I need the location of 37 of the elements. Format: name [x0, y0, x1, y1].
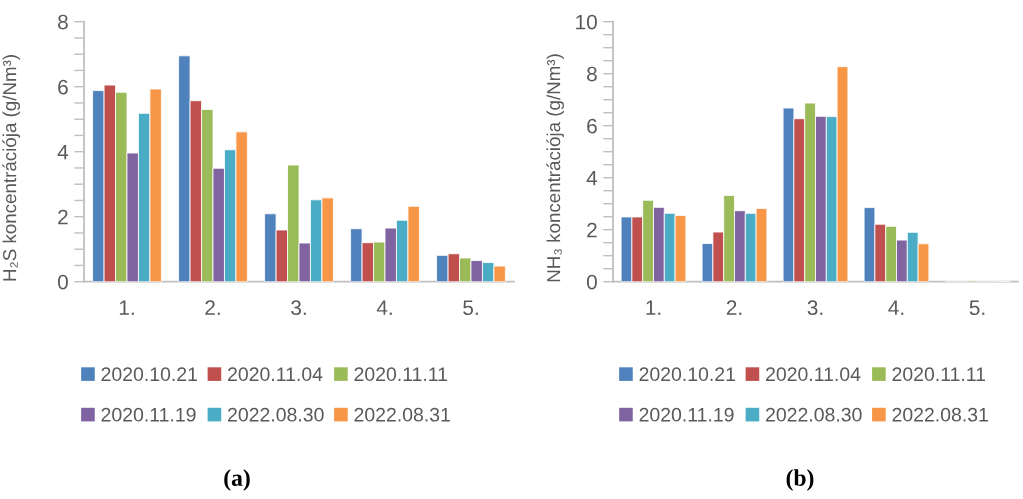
y-tick-label: 2: [587, 222, 597, 238]
legend-label: 2020.11.19: [639, 407, 734, 422]
x-tick-label: 5.: [463, 300, 478, 316]
y-tick-label: 4: [57, 144, 69, 160]
x-tick-label: 2.: [726, 300, 742, 315]
y-tick-label: 8: [58, 14, 68, 30]
x-tick-label: 2.: [205, 300, 220, 315]
legend-label: 2020.10.21: [639, 367, 735, 382]
legend-label: 2020.10.21: [101, 367, 197, 382]
x-tick-label: 1.: [119, 300, 134, 315]
legend-label: 2020.11.11: [892, 367, 986, 382]
legend-label: 2020.11.04: [228, 367, 323, 382]
legend-label: 2022.08.30: [766, 407, 862, 422]
legend-label: 2020.11.11: [354, 367, 448, 382]
y-tick-label: 8: [587, 66, 597, 82]
y-tick-label: 4: [586, 170, 598, 186]
y-tick-label: 10: [576, 14, 597, 30]
legend-label: 2022.08.30: [228, 407, 324, 422]
y-tick-label: 2: [58, 209, 68, 225]
x-tick-label: 5.: [969, 300, 985, 316]
text: (b): [786, 469, 814, 491]
legend-label: 2020.11.19: [101, 407, 196, 422]
legend-label: 2022.08.31: [892, 407, 988, 422]
x-tick-label: 1.: [646, 300, 661, 315]
y-tick-label: 6: [58, 79, 68, 95]
y-tick-label: 6: [587, 118, 597, 134]
y-tick-label: 0: [586, 274, 597, 290]
y-tick-label: 0: [57, 274, 68, 290]
y-axis-title: H₂S koncentrációja (g/Nm³): [2, 55, 20, 281]
x-tick-label: 3.: [291, 300, 306, 316]
x-tick-label: 4.: [888, 300, 904, 315]
x-tick-label: 4.: [376, 300, 392, 315]
x-tick-label: 3.: [807, 300, 823, 316]
text: (a): [224, 469, 250, 491]
legend-label: 2022.08.31: [354, 407, 450, 422]
legend-label: 2020.11.04: [766, 367, 861, 382]
y-axis-title: NH₃ koncentrációja (g/Nm³): [546, 54, 564, 282]
